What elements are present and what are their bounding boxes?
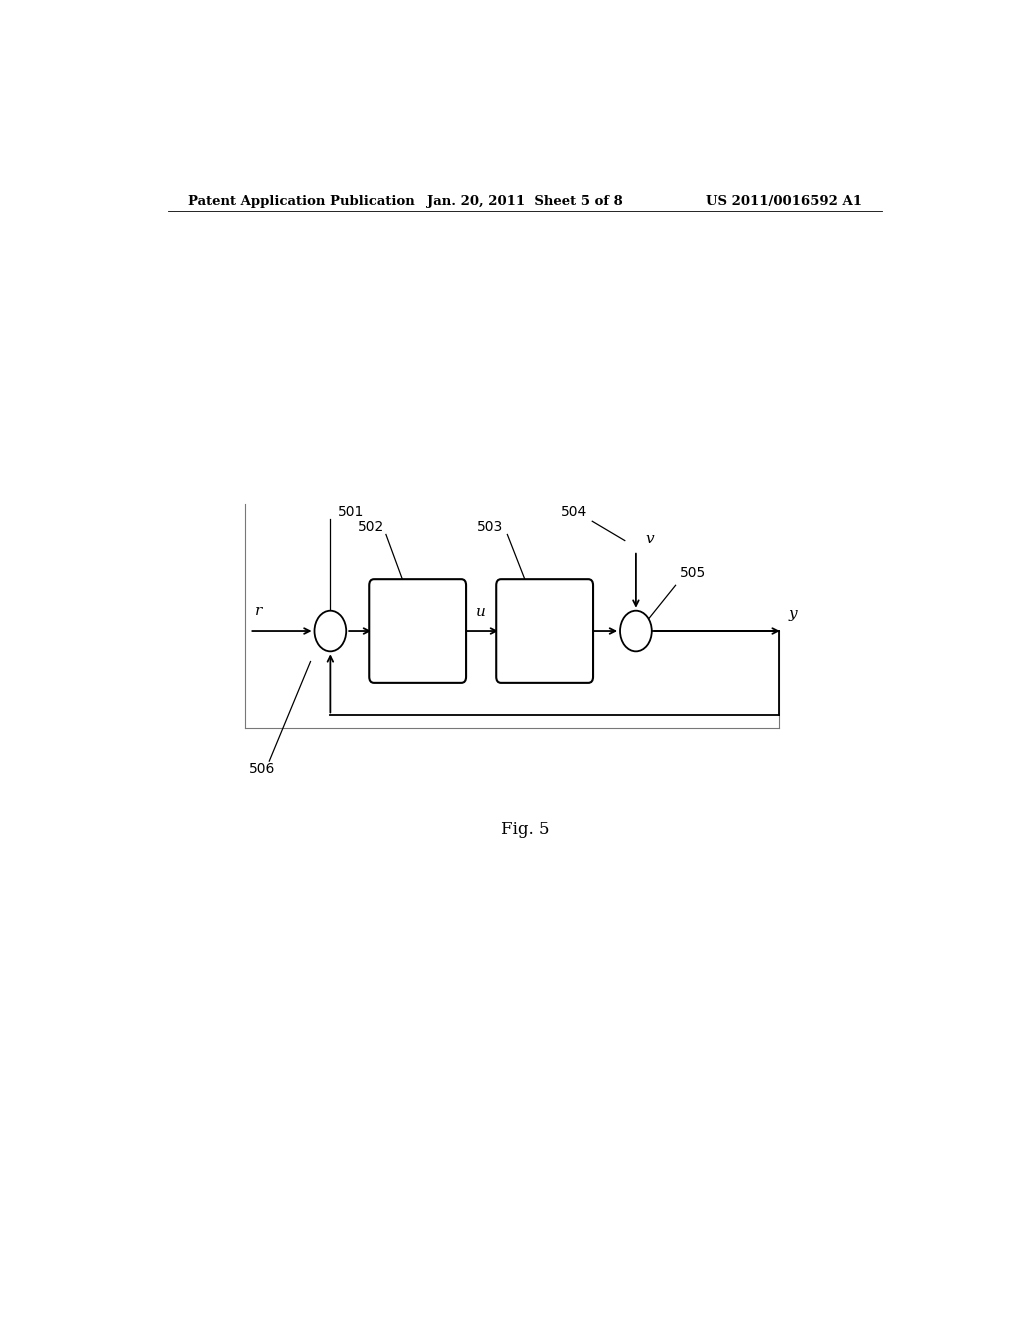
Text: $G_0$: $G_0$ <box>531 619 558 643</box>
Text: C: C <box>409 619 427 643</box>
Text: US 2011/0016592 A1: US 2011/0016592 A1 <box>707 194 862 207</box>
Text: +: + <box>635 614 643 624</box>
Text: y: y <box>788 607 797 620</box>
Text: v: v <box>645 532 654 545</box>
Text: 501: 501 <box>338 506 365 519</box>
Circle shape <box>621 611 651 651</box>
Text: −: − <box>329 638 338 647</box>
Text: 503: 503 <box>477 520 504 535</box>
Text: +: + <box>623 619 632 628</box>
Text: Patent Application Publication: Patent Application Publication <box>187 194 415 207</box>
Circle shape <box>314 611 346 651</box>
Text: 505: 505 <box>680 566 706 581</box>
Text: 504: 504 <box>560 506 587 519</box>
Text: u: u <box>476 605 486 619</box>
Text: 502: 502 <box>358 520 384 535</box>
Text: +: + <box>317 619 326 628</box>
Text: Jan. 20, 2011  Sheet 5 of 8: Jan. 20, 2011 Sheet 5 of 8 <box>427 194 623 207</box>
FancyBboxPatch shape <box>370 579 466 682</box>
FancyBboxPatch shape <box>497 579 593 682</box>
Text: r: r <box>255 603 262 618</box>
Text: 506: 506 <box>250 763 275 776</box>
Text: Fig. 5: Fig. 5 <box>501 821 549 838</box>
